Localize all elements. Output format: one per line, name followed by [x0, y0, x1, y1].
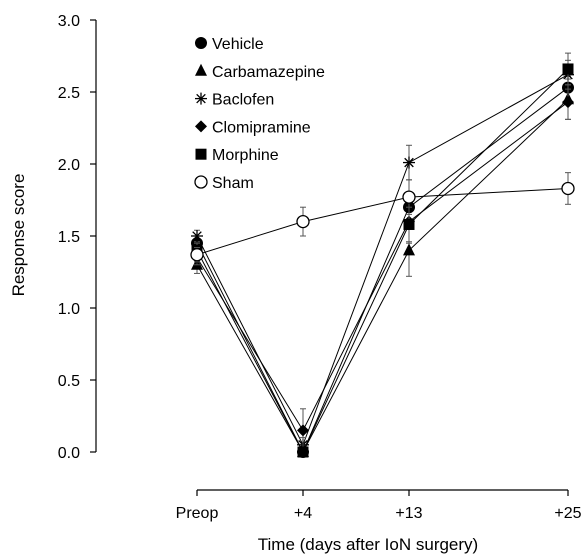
series-sham	[190, 172, 575, 263]
legend-marker	[195, 63, 207, 76]
y-tick-label: 2.5	[58, 85, 80, 102]
y-tick-label: 1.5	[58, 229, 80, 246]
x-tick-label: +4	[294, 505, 312, 522]
x-tick-label: +13	[395, 505, 422, 522]
legend-label: Clomipramine	[212, 119, 311, 136]
legend-item: Carbamazepine	[195, 63, 325, 81]
y-tick-label: 0.0	[58, 445, 80, 462]
legend-item: Vehicle	[195, 36, 264, 53]
x-tick-label: Preop	[176, 505, 219, 522]
data-point	[403, 218, 415, 230]
legend-item: Morphine	[195, 147, 279, 164]
y-tick-label: 3.0	[58, 13, 80, 30]
data-point	[297, 424, 309, 437]
legend: Vehicle Carbamazepine Baclofen Clomipramine…	[194, 36, 325, 192]
legend-item: Baclofen	[195, 92, 274, 109]
series-morphine	[191, 52, 574, 458]
legend-label: Morphine	[212, 147, 279, 164]
data-point	[403, 243, 415, 256]
legend-marker	[195, 37, 207, 49]
legend-label: Carbamazepine	[212, 64, 325, 81]
legend-label: Vehicle	[212, 36, 264, 53]
series-line	[196, 87, 569, 454]
x-axis-label: Time (days after IoN surgery)	[258, 535, 478, 554]
y-tick-label: 0.5	[58, 373, 80, 390]
legend-item: Clomipramine	[195, 119, 311, 136]
y-axis-label: Response score	[9, 174, 28, 297]
legend-marker	[195, 148, 207, 160]
series-line	[196, 101, 569, 432]
series-line	[196, 74, 569, 447]
data-point	[562, 63, 574, 75]
series-line	[196, 98, 569, 454]
data-point	[296, 214, 310, 229]
series-line	[196, 187, 569, 256]
data-point	[562, 96, 574, 109]
legend-marker	[194, 175, 208, 189]
legend-marker	[195, 92, 207, 105]
y-tick-label: 1.0	[58, 301, 80, 318]
series-layer	[190, 52, 575, 458]
data-point	[190, 248, 204, 262]
data-point	[403, 156, 415, 169]
y-tick-label: 2.0	[58, 157, 80, 174]
data-point	[402, 190, 416, 204]
legend-label: Sham	[212, 175, 254, 192]
data-point	[297, 446, 309, 458]
x-tick-label: +25	[554, 505, 581, 522]
data-point	[561, 181, 575, 196]
legend-label: Baclofen	[212, 92, 274, 109]
legend-marker	[195, 120, 207, 133]
axes: 0.0 0.5 1.0 1.5 2.0 2.5 3.0 Preop +4 +13 +25	[58, 13, 582, 522]
legend-item: Sham	[194, 175, 254, 192]
series-line	[196, 68, 569, 454]
data-point	[191, 230, 203, 242]
